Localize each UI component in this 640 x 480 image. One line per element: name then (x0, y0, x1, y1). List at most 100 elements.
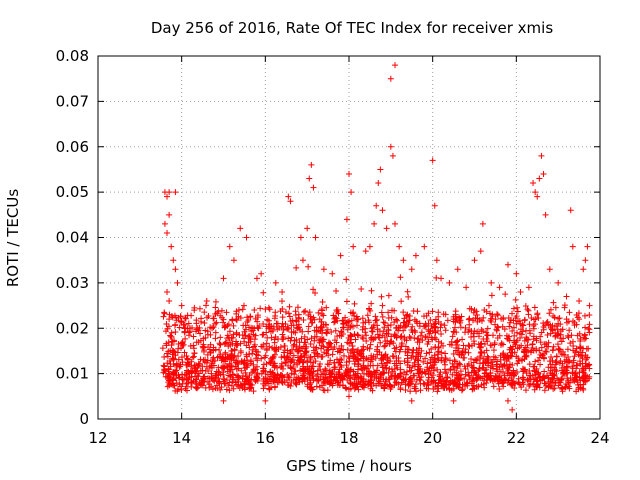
y-tick-label: 0.03 (56, 274, 89, 292)
chart-title: Day 256 of 2016, Rate Of TEC Index for r… (151, 19, 553, 37)
data-point (221, 324, 228, 331)
data-point (423, 312, 430, 319)
data-point (552, 332, 559, 339)
data-point (483, 336, 490, 343)
data-point (252, 332, 259, 339)
data-point (272, 313, 279, 320)
data-point (379, 313, 386, 320)
data-point (344, 318, 351, 325)
data-point (272, 279, 279, 286)
data-point (463, 284, 470, 291)
data-point (433, 257, 440, 264)
data-point (553, 368, 560, 375)
data-point (312, 290, 319, 297)
data-point (393, 355, 400, 362)
data-point (254, 312, 261, 319)
data-point (405, 346, 412, 353)
data-point (214, 385, 221, 392)
data-point (572, 348, 579, 355)
y-tick-label: 0 (79, 410, 89, 428)
data-point (268, 334, 275, 341)
data-point (233, 308, 240, 315)
data-point (332, 364, 339, 371)
data-point (479, 364, 486, 371)
data-point (392, 379, 399, 386)
data-point (207, 350, 214, 357)
data-point (471, 257, 478, 264)
data-point (319, 336, 326, 343)
data-point (560, 335, 567, 342)
data-point (394, 317, 401, 324)
data-point (510, 371, 517, 378)
data-point (322, 365, 329, 372)
data-point (513, 329, 520, 336)
data-point (182, 314, 189, 321)
data-point (299, 328, 306, 335)
data-point (475, 383, 482, 390)
data-point (170, 257, 177, 264)
data-point (387, 385, 394, 392)
data-point (474, 312, 481, 319)
data-point (175, 345, 182, 352)
data-point (579, 349, 586, 356)
data-point (301, 348, 308, 355)
data-point (404, 361, 411, 368)
data-point (424, 341, 431, 348)
data-point (259, 331, 266, 338)
data-point (470, 330, 477, 337)
data-point (525, 336, 532, 343)
data-point (382, 351, 389, 358)
data-point (550, 343, 557, 350)
data-point (238, 358, 245, 365)
data-point (449, 360, 456, 367)
data-point (376, 334, 383, 341)
data-point (487, 342, 494, 349)
data-point (573, 362, 580, 369)
data-point (355, 332, 362, 339)
data-point (337, 252, 344, 259)
data-point (171, 349, 178, 356)
data-point (404, 311, 411, 318)
data-point (176, 324, 183, 331)
data-point (397, 384, 404, 391)
data-point (334, 348, 341, 355)
data-point (297, 234, 304, 241)
data-point (226, 366, 233, 373)
data-point (513, 270, 520, 277)
data-point (581, 372, 588, 379)
data-point (471, 307, 478, 314)
data-point (304, 336, 311, 343)
data-point (332, 327, 339, 334)
data-point (406, 380, 413, 387)
data-point (335, 379, 342, 386)
data-point (224, 335, 231, 342)
data-point (284, 353, 291, 360)
data-point (364, 344, 371, 351)
data-point (551, 371, 558, 378)
data-point (560, 348, 567, 355)
data-point (549, 347, 556, 354)
data-point (398, 298, 405, 305)
data-point (549, 375, 556, 382)
data-point (534, 311, 541, 318)
data-point (383, 225, 390, 232)
data-point (226, 360, 233, 367)
data-point (519, 321, 526, 328)
data-point (362, 325, 369, 332)
data-point (193, 367, 200, 374)
data-point (559, 388, 566, 395)
data-point (310, 368, 317, 375)
data-point (497, 360, 504, 367)
data-point (320, 368, 327, 375)
data-point (436, 371, 443, 378)
data-point (412, 381, 419, 388)
data-point (304, 225, 311, 232)
data-point (418, 329, 425, 336)
data-point (244, 362, 251, 369)
data-point (226, 328, 233, 335)
data-point (335, 359, 342, 366)
data-point (442, 311, 449, 318)
data-point (252, 355, 259, 362)
data-point (172, 189, 179, 196)
data-point (235, 353, 242, 360)
